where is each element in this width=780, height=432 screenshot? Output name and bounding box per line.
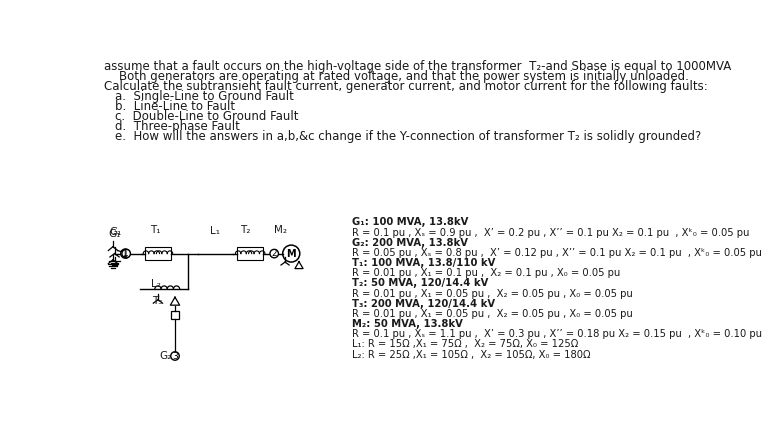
Bar	[145, 248, 171, 260]
Circle shape	[122, 249, 130, 258]
Circle shape	[171, 352, 179, 360]
Text: b.  Line-Line to Fault: b. Line-Line to Fault	[115, 100, 235, 113]
Text: e.  How will the answers in a,b,&c change if the Y-connection of transformer T₂ : e. How will the answers in a,b,&c change…	[115, 130, 700, 143]
Text: R = 0.01 pu , X₁ = 0.1 pu ,  X₂ = 0.1 pu , X₀ = 0.05 pu: R = 0.01 pu , X₁ = 0.1 pu , X₂ = 0.1 pu …	[352, 268, 620, 278]
Text: T₂: T₂	[239, 225, 250, 235]
Bar	[171, 311, 179, 319]
Text: d.  Three-phase Fault: d. Three-phase Fault	[115, 120, 239, 133]
Text: c.  Double-Line to Ground Fault: c. Double-Line to Ground Fault	[115, 110, 298, 123]
Text: R = 0.05 pu , Xₛ = 0.8 pu ,  X’ = 0.12 pu , X’’ = 0.1 pu X₂ = 0.1 pu  , Xᵏ₀ = 0.: R = 0.05 pu , Xₛ = 0.8 pu , X’ = 0.12 pu…	[352, 248, 761, 258]
Text: M₂: 50 MVA, 13.8kV: M₂: 50 MVA, 13.8kV	[352, 319, 463, 329]
Text: T₃: 200 MVA, 120/14.4 kV: T₃: 200 MVA, 120/14.4 kV	[352, 299, 495, 309]
Text: Both generators are operating at rated voltage, and that the power system is ini: Both generators are operating at rated v…	[104, 70, 689, 83]
Text: G₁: G₁	[108, 229, 121, 239]
Text: L₂: L₂	[151, 279, 161, 289]
Text: 2: 2	[271, 249, 277, 258]
Text: 3: 3	[172, 352, 178, 361]
Text: T₁: 100 MVA, 13.8/110 kV: T₁: 100 MVA, 13.8/110 kV	[352, 258, 495, 268]
Text: T₁: T₁	[151, 225, 161, 235]
Text: R = 0.01 pu , X₁ = 0.05 pu ,  X₂ = 0.05 pu , X₀ = 0.05 pu: R = 0.01 pu , X₁ = 0.05 pu , X₂ = 0.05 p…	[352, 289, 633, 299]
Text: a.  Single-Line to Ground Fault: a. Single-Line to Ground Fault	[115, 89, 293, 102]
Text: L₂: R = 25Ω ,X₁ = 105Ω ,  X₂ = 105Ω, X₀ = 180Ω: L₂: R = 25Ω ,X₁ = 105Ω , X₂ = 105Ω, X₀ =…	[352, 349, 590, 359]
Circle shape	[270, 249, 278, 258]
Text: L₁: R = 15Ω ,X₁ = 75Ω ,  X₂ = 75Ω, X₀ = 125Ω: L₁: R = 15Ω ,X₁ = 75Ω , X₂ = 75Ω, X₀ = 1…	[352, 340, 578, 349]
Text: L₁: L₁	[211, 226, 220, 236]
Text: assume that a fault occurs on the high-voltage side of the transformer  T₂-and S: assume that a fault occurs on the high-v…	[104, 60, 731, 73]
Text: M₂: M₂	[275, 225, 287, 235]
Text: 1: 1	[123, 249, 129, 258]
Text: G₂: G₂	[159, 351, 172, 361]
Text: T₃: T₃	[152, 296, 162, 306]
Text: G₁: G₁	[109, 227, 122, 237]
Text: G₁: 100 MVA, 13.8kV: G₁: 100 MVA, 13.8kV	[352, 217, 468, 227]
Text: M: M	[286, 248, 296, 259]
Text: 1: 1	[122, 249, 129, 259]
Text: R = 0.1 pu , Xₛ = 0.9 pu ,  X’ = 0.2 pu , X’’ = 0.1 pu X₂ = 0.1 pu  , Xᵏ₀ = 0.05: R = 0.1 pu , Xₛ = 0.9 pu , X’ = 0.2 pu ,…	[352, 228, 749, 238]
Circle shape	[121, 249, 130, 258]
Bar	[237, 248, 264, 260]
Text: R = 0.1 pu , Xₛ = 1.1 pu ,  X’ = 0.3 pu , X’’ = 0.18 pu X₂ = 0.15 pu  , Xᵏ₀ = 0.: R = 0.1 pu , Xₛ = 1.1 pu , X’ = 0.3 pu ,…	[352, 329, 762, 339]
Text: T₂: 50 MVA, 120/14.4 kV: T₂: 50 MVA, 120/14.4 kV	[352, 278, 488, 289]
Text: R = 0.01 pu , X₁ = 0.05 pu ,  X₂ = 0.05 pu , X₀ = 0.05 pu: R = 0.01 pu , X₁ = 0.05 pu , X₂ = 0.05 p…	[352, 309, 633, 319]
Text: Calculate the subtransient fault current, generator current, and motor current f: Calculate the subtransient fault current…	[104, 79, 707, 92]
Text: G₂: 200 MVA, 13.8kV: G₂: 200 MVA, 13.8kV	[352, 238, 468, 248]
